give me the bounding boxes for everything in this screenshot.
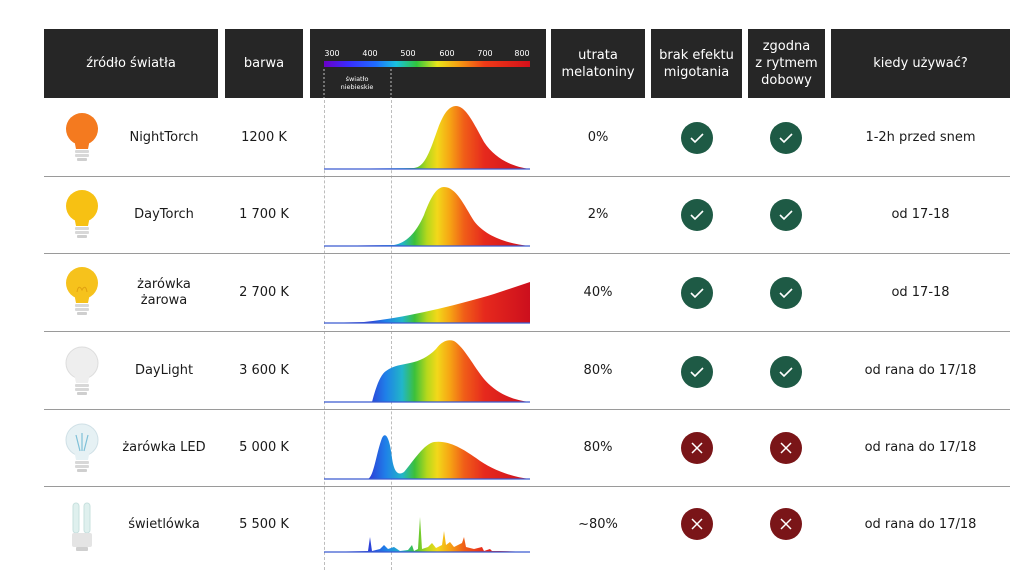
row-separator xyxy=(44,176,1010,177)
check-icon xyxy=(779,210,793,221)
row-separator xyxy=(44,253,1010,254)
when-to-use: od rana do 17/18 xyxy=(864,362,977,378)
row-separator xyxy=(44,486,1010,487)
source-name: DayLight xyxy=(134,362,194,378)
header-flicker: brak efektu migotania xyxy=(651,29,742,98)
row-separator xyxy=(44,409,1010,410)
flicker-cross-badge xyxy=(681,432,713,464)
tick-300: 300 xyxy=(324,49,339,58)
circadian-check-badge xyxy=(770,356,802,388)
flicker-check-badge xyxy=(681,356,713,388)
table-row: żarówka żarowa 2 700 K 40% od 17-18 xyxy=(44,254,1010,331)
color-temp: 5 500 K xyxy=(239,517,289,532)
flicker-check-badge xyxy=(681,277,713,309)
table-row: DayLight 3 600 K 80% od rana do 17/18 xyxy=(44,332,1010,409)
check-icon xyxy=(779,367,793,378)
source-name: NightTorch xyxy=(129,130,199,145)
bulb-icon xyxy=(66,267,98,315)
guide-line-left xyxy=(324,100,325,570)
table-row: DayTorch 1 700 K 2% od 17-18 xyxy=(44,177,1010,253)
bulb-icon xyxy=(65,423,99,472)
blue-light-label-2: niebieskie xyxy=(341,83,374,91)
header-spectrum: 300 400 500 600 700 800 światło niebiesk… xyxy=(310,29,546,98)
melatonin-loss: 80% xyxy=(583,362,613,378)
melatonin-loss: 40% xyxy=(583,284,613,300)
table-row: świetlówka 5 500 K ~80% od rana do 17/18 xyxy=(44,487,1010,567)
check-icon xyxy=(690,210,704,221)
melatonin-loss: 80% xyxy=(583,440,613,455)
tick-500: 500 xyxy=(400,49,415,58)
spectrum-graph xyxy=(324,517,530,553)
cross-icon xyxy=(780,518,792,530)
tick-400: 400 xyxy=(362,49,377,58)
header-circadian-label: zgodna z rytmem dobowy xyxy=(755,39,818,88)
melatonin-loss: 2% xyxy=(587,207,609,222)
color-temp: 1 700 K xyxy=(239,207,289,222)
melatonin-loss: 0% xyxy=(587,130,609,145)
when-to-use: od 17-18 xyxy=(891,207,950,222)
circadian-cross-badge xyxy=(770,432,802,464)
cross-icon xyxy=(780,442,792,454)
check-icon xyxy=(690,133,704,144)
source-name: DayTorch xyxy=(134,207,194,222)
tick-600: 600 xyxy=(439,49,454,58)
spectrum-scale: 300 400 500 600 700 800 światło niebiesk… xyxy=(323,49,530,98)
spectrum-graph xyxy=(324,106,530,170)
bulb-icon xyxy=(66,190,98,238)
cross-icon xyxy=(691,442,703,454)
when-to-use: od 17-18 xyxy=(891,284,950,300)
color-temp: 5 000 K xyxy=(239,440,289,455)
header-source: źródło światła xyxy=(44,29,218,98)
tick-700: 700 xyxy=(477,49,492,58)
spectrum-graph xyxy=(324,340,530,403)
source-name: żarówka żarowa xyxy=(137,276,191,308)
blue-light-label-1: światło xyxy=(346,75,369,83)
header-flicker-label: brak efektu migotania xyxy=(659,47,734,80)
source-name: żarówka LED xyxy=(122,440,206,455)
row-separator xyxy=(44,331,1010,332)
guide-line-blue xyxy=(391,100,392,570)
header-melatonin: utrata melatoniny xyxy=(551,29,645,98)
header-color-temp-label: barwa xyxy=(243,56,285,71)
when-to-use: od rana do 17/18 xyxy=(864,517,977,532)
table-row: NightTorch 1200 K 0% 1-2h przed snem xyxy=(44,100,1010,176)
color-temp: 1200 K xyxy=(241,130,287,145)
header-source-label: źródło światła xyxy=(86,56,176,71)
bulb-icon xyxy=(66,113,98,161)
check-icon xyxy=(690,367,704,378)
header-color-temp: barwa xyxy=(225,29,303,98)
check-icon xyxy=(779,288,793,299)
check-icon xyxy=(690,288,704,299)
spectrum-graph xyxy=(324,282,530,324)
when-to-use: 1-2h przed snem xyxy=(865,130,976,145)
cross-icon xyxy=(691,518,703,530)
color-temp: 2 700 K xyxy=(239,284,289,300)
spectrum-graph xyxy=(324,187,530,247)
header-circadian: zgodna z rytmem dobowy xyxy=(748,29,825,98)
circadian-check-badge xyxy=(770,199,802,231)
circadian-check-badge xyxy=(770,277,802,309)
flicker-check-badge xyxy=(681,199,713,231)
bulb-icon xyxy=(65,346,99,395)
circadian-check-badge xyxy=(770,122,802,154)
circadian-cross-badge xyxy=(770,508,802,540)
source-name: świetlówka xyxy=(128,517,200,532)
header-when: kiedy używać? xyxy=(831,29,1010,98)
tick-800: 800 xyxy=(514,49,529,58)
check-icon xyxy=(779,133,793,144)
table-row: żarówka LED 5 000 K 80% od rana do 17/18 xyxy=(44,410,1010,486)
melatonin-loss: ~80% xyxy=(578,517,618,532)
flicker-check-badge xyxy=(681,122,713,154)
when-to-use: od rana do 17/18 xyxy=(864,440,977,455)
color-temp: 3 600 K xyxy=(239,362,289,378)
header-when-label: kiedy używać? xyxy=(873,56,968,71)
header-melatonin-label: utrata melatoniny xyxy=(561,47,635,80)
fluorescent-tube-icon xyxy=(72,502,92,551)
flicker-cross-badge xyxy=(681,508,713,540)
spectrum-graph xyxy=(324,435,530,480)
